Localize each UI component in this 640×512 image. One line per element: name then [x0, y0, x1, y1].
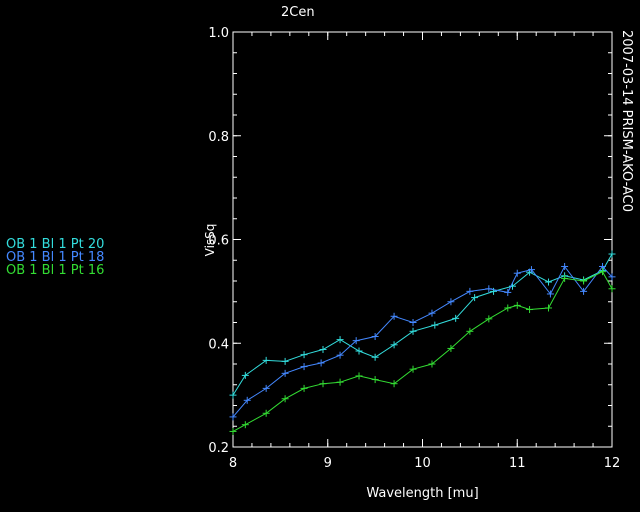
data-point — [526, 306, 534, 314]
data-point — [490, 287, 498, 295]
series-layer — [229, 250, 616, 435]
data-point — [229, 413, 237, 421]
data-point — [466, 327, 474, 335]
data-point — [355, 372, 363, 380]
data-point — [608, 273, 616, 281]
data-point — [281, 369, 289, 377]
data-point — [300, 363, 308, 371]
data-point — [262, 356, 270, 364]
data-point — [504, 288, 512, 296]
data-point — [371, 353, 379, 361]
data-point — [390, 380, 398, 388]
x-axis-label: Wavelength [mu] — [366, 486, 478, 501]
x-tick-label: 12 — [604, 456, 621, 471]
y-tick-label: 0.2 — [208, 441, 229, 456]
data-point — [447, 344, 455, 352]
data-point — [390, 341, 398, 349]
data-point — [580, 277, 588, 285]
data-point — [471, 294, 479, 302]
side-label: 2007-03-14 PRISM-AKO-AC0 — [619, 30, 634, 212]
data-point — [546, 290, 554, 298]
data-point — [355, 347, 363, 355]
data-point — [452, 314, 460, 322]
data-point — [319, 345, 327, 353]
data-point — [428, 309, 436, 317]
data-point — [336, 378, 344, 386]
data-point — [428, 360, 436, 368]
data-point — [599, 268, 607, 276]
data-point — [561, 262, 569, 270]
y-tick-label: 0.8 — [208, 130, 229, 145]
plot-frame — [232, 31, 613, 448]
data-point — [409, 327, 417, 335]
data-point — [371, 333, 379, 341]
chart-title: 2Cen — [281, 5, 315, 20]
data-point — [319, 380, 327, 388]
data-point — [504, 304, 512, 312]
x-tick-label: 9 — [324, 456, 332, 471]
y-tick-label: 0.6 — [208, 234, 229, 249]
data-point — [513, 301, 521, 309]
data-point — [281, 357, 289, 365]
x-tick-label: 10 — [414, 456, 431, 471]
data-point — [545, 278, 553, 286]
x-tick-label: 8 — [229, 456, 237, 471]
data-point — [262, 384, 270, 392]
data-point — [336, 336, 344, 344]
ticks-layer: 8 9 10 11 12 0.2 0.4 0.6 0.8 1.0 — [208, 26, 620, 471]
data-point — [608, 250, 616, 258]
data-point — [371, 376, 379, 384]
data-point — [561, 274, 569, 282]
data-point — [485, 285, 493, 293]
data-point — [300, 351, 308, 359]
data-point — [241, 421, 249, 429]
data-point — [390, 312, 398, 320]
data-point — [485, 315, 493, 323]
data-point — [409, 365, 417, 373]
legend-entry: OB 1 Bl 1 Pt 18 — [6, 250, 104, 265]
legend-entry: OB 1 Bl 1 Pt 16 — [6, 263, 104, 278]
data-point — [431, 321, 439, 329]
data-point — [527, 266, 535, 274]
series-1 — [229, 250, 616, 399]
data-point — [580, 287, 588, 295]
series-line — [232, 265, 613, 418]
x-tick-label: 11 — [509, 456, 526, 471]
data-point — [409, 319, 417, 326]
data-point — [229, 427, 237, 435]
y-tick-label: 0.4 — [208, 337, 229, 352]
data-point — [447, 298, 455, 306]
data-point — [281, 395, 289, 403]
y-tick-label: 1.0 — [208, 26, 229, 41]
series-3 — [229, 268, 616, 435]
data-point — [466, 287, 474, 295]
legend-entry: OB 1 Bl 1 Pt 20 — [6, 237, 104, 252]
data-point — [317, 359, 325, 367]
series-2 — [229, 262, 616, 421]
y-axis-label: VisSq — [203, 224, 217, 257]
data-point — [229, 391, 237, 399]
series-line — [232, 271, 613, 432]
series-line — [232, 253, 613, 396]
data-point — [243, 396, 251, 404]
data-point — [352, 337, 360, 345]
data-point — [608, 285, 616, 293]
data-point — [262, 409, 270, 417]
data-point — [336, 351, 344, 359]
data-point — [545, 304, 553, 312]
data-point — [513, 269, 521, 277]
data-point — [241, 371, 249, 379]
data-point — [300, 384, 308, 392]
